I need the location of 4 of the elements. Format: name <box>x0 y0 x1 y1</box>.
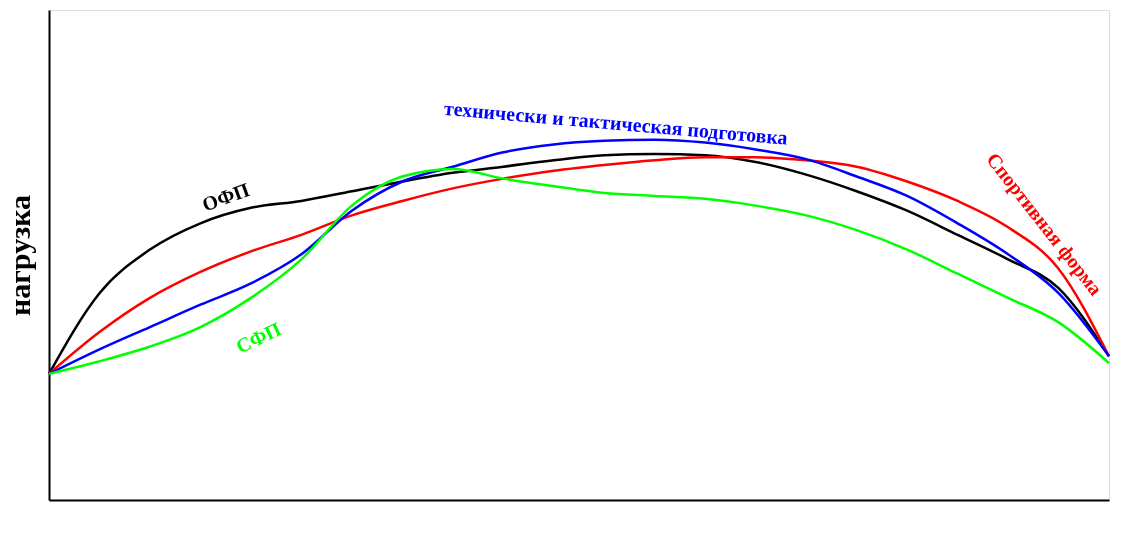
series-label: технически и тактическая подготовка <box>443 96 789 149</box>
text: ОФП <box>199 178 253 216</box>
y-axis-title: нагрузка <box>2 194 36 317</box>
text: СФП <box>232 317 285 358</box>
